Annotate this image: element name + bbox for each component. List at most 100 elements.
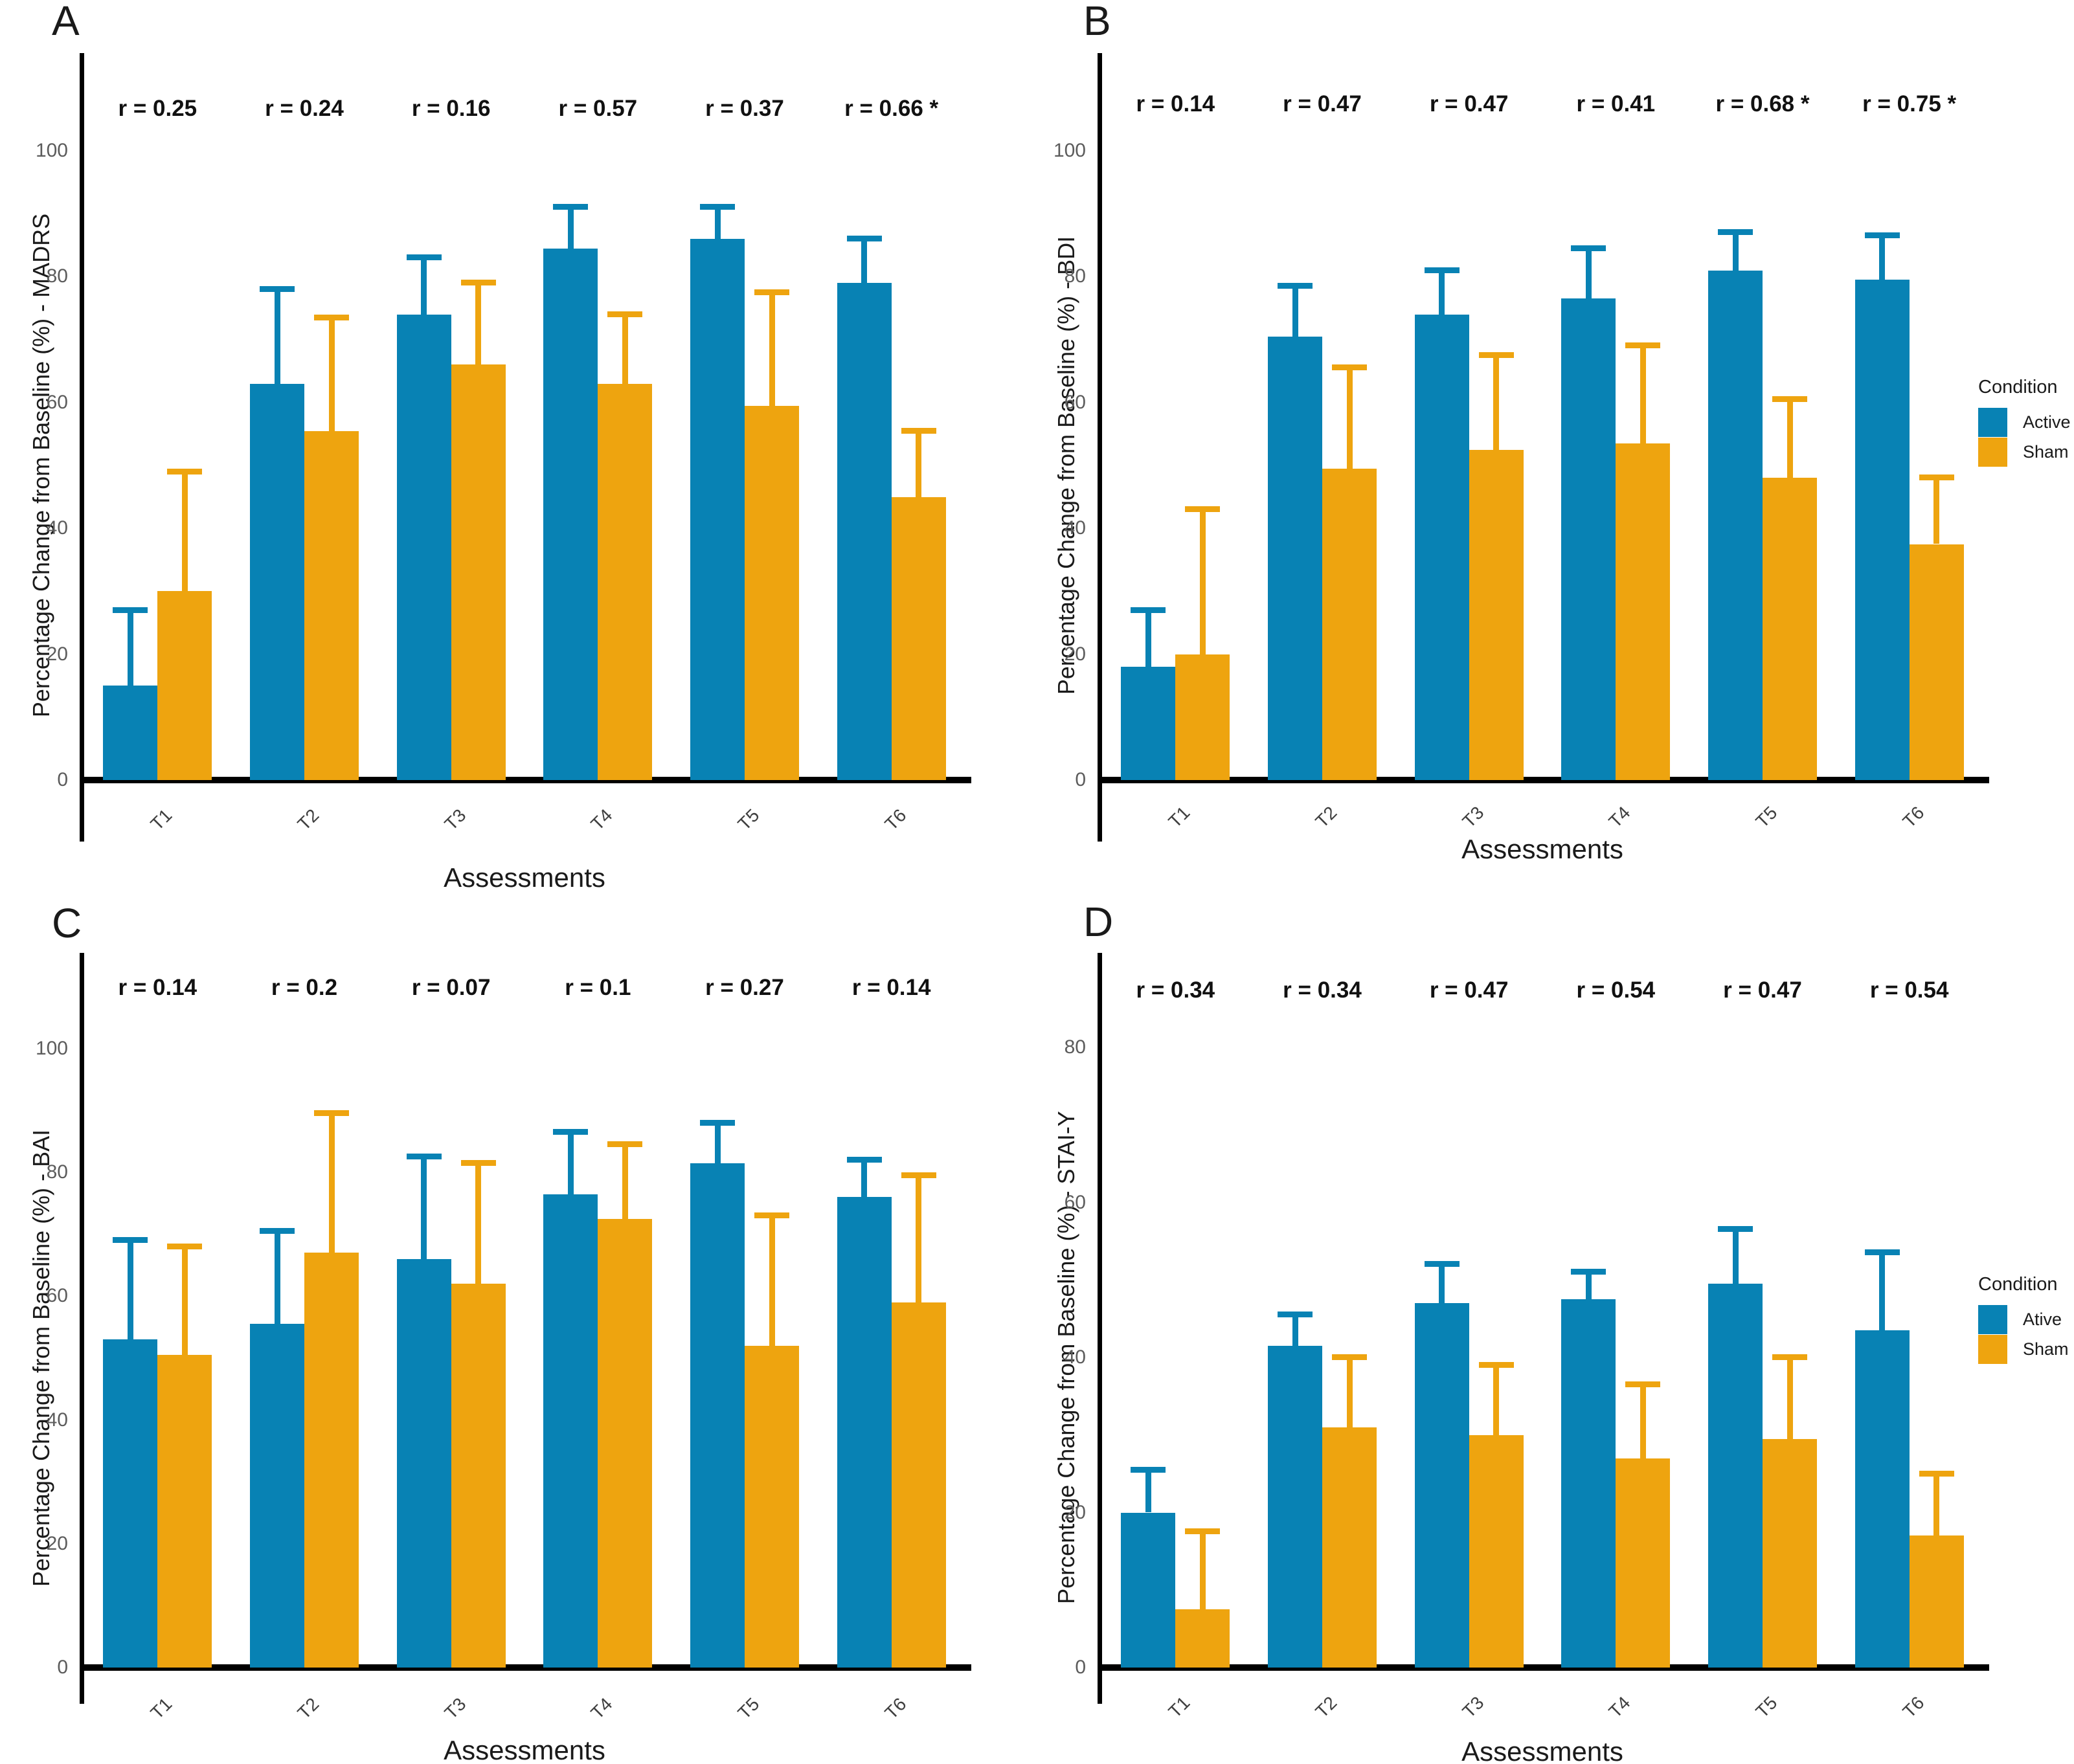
legend-label: Active (2023, 412, 2071, 432)
error-bar-ative-t5 (1732, 1229, 1739, 1284)
error-bar-sham-t6 (916, 1175, 922, 1302)
error-bar-ative-t4 (1585, 1272, 1592, 1300)
error-bar-sham-t1 (1199, 1532, 1206, 1610)
y-tick-label: 80 (46, 265, 68, 287)
error-cap-ative-t1 (1131, 1466, 1166, 1473)
error-cap-sham-t4 (607, 311, 643, 317)
panel-c-x-axis-title: Assessments (444, 1735, 605, 1764)
error-bar-sham-t6 (916, 430, 922, 497)
bar-sham-t1 (157, 591, 212, 780)
bar-active-t1 (1121, 667, 1176, 780)
y-tick-label: 0 (1075, 1657, 1086, 1678)
x-tick-label: T4 (1605, 802, 1634, 832)
error-cap-sham-t3 (1478, 1361, 1514, 1368)
y-axis-line (1098, 53, 1102, 842)
y-tick-label: 40 (46, 517, 68, 539)
bar-sham-t3 (1469, 1435, 1524, 1668)
error-cap-active-t5 (1718, 229, 1753, 236)
legend-items: Ative Sham (1978, 1304, 2074, 1364)
error-cap-ative-t4 (1571, 1269, 1606, 1275)
error-cap-active-t5 (700, 1119, 735, 1126)
error-cap-sham-t6 (1919, 474, 1954, 481)
bar-active-t5 (1708, 270, 1763, 780)
panel-d: D Percentage Change from Baseline (%) - … (1038, 893, 2074, 1764)
error-cap-sham-t4 (1625, 1381, 1661, 1387)
error-cap-active-t4 (553, 204, 589, 210)
error-bar-active-t2 (1292, 285, 1298, 337)
error-cap-active-t1 (1131, 607, 1166, 613)
error-cap-active-t4 (1571, 245, 1606, 251)
bar-active-t6 (837, 1197, 892, 1668)
bar-sham-t5 (1763, 478, 1817, 780)
error-cap-active-t3 (1424, 267, 1460, 273)
legend-item-active: Active (1978, 407, 2074, 437)
panel-c-letter: C (52, 900, 82, 946)
error-bar-active-t4 (1585, 248, 1592, 299)
legend-swatch-sham (1978, 1334, 2007, 1364)
bar-sham-t5 (745, 405, 799, 780)
error-cap-sham-t6 (901, 427, 936, 434)
error-cap-sham-t6 (901, 1172, 936, 1178)
y-tick-label: 80 (46, 1161, 68, 1183)
error-bar-active-t2 (274, 1231, 280, 1324)
error-bar-sham-t5 (769, 292, 775, 406)
y-tick-label: 20 (46, 643, 68, 665)
error-cap-active-t1 (113, 1237, 148, 1244)
panel-a-x-axis-title: Assessments (444, 862, 605, 893)
error-bar-sham-t4 (622, 314, 628, 384)
panel-a-y-axis-title: Percentage Change from Baseline (%) - MA… (28, 213, 54, 718)
x-tick-label: T6 (1899, 802, 1928, 832)
x-tick-label: T5 (1752, 802, 1781, 832)
bar-active-t5 (690, 239, 745, 780)
panel-b-x-axis-title: Assessments (1461, 834, 1623, 864)
bar-active-t6 (1854, 280, 1910, 780)
r-value-label: r = 0.47 (1429, 977, 1509, 1003)
bar-active-t4 (1561, 298, 1616, 780)
error-bar-active-t5 (714, 207, 721, 240)
x-tick-label: T3 (440, 1693, 470, 1723)
x-axis-line (80, 777, 971, 783)
y-tick-label: 100 (35, 140, 68, 161)
bar-active-t3 (1414, 314, 1469, 780)
legend-item-sham: Sham (1978, 1334, 2074, 1364)
error-cap-active-t6 (1864, 232, 1900, 239)
error-bar-active-t6 (861, 1160, 868, 1198)
bar-sham-t2 (304, 430, 359, 780)
r-value-label: r = 0.1 (565, 975, 631, 1000)
x-tick-label: T1 (146, 1693, 176, 1723)
error-cap-sham-t1 (1185, 1528, 1221, 1535)
error-cap-sham-t2 (1332, 1354, 1367, 1360)
r-value-label: r = 0.16 (411, 96, 491, 121)
error-bar-sham-t1 (181, 471, 188, 592)
error-bar-active-t5 (1732, 232, 1739, 271)
error-cap-active-t6 (846, 236, 882, 242)
error-bar-active-t1 (127, 610, 133, 686)
x-tick-label: T2 (1311, 802, 1341, 832)
error-bar-active-t3 (1439, 270, 1445, 315)
error-cap-sham-t3 (1478, 352, 1514, 358)
error-bar-sham-t4 (1640, 346, 1646, 443)
bar-ative-t1 (1121, 1512, 1176, 1668)
x-tick-label: T2 (293, 805, 323, 834)
r-value-label: r = 0.14 (851, 975, 931, 1000)
panel-b: B Percentage Change from Baseline (%) - … (1038, 0, 2074, 888)
error-cap-ative-t5 (1718, 1226, 1753, 1233)
x-tick-label: T5 (1752, 1692, 1781, 1722)
y-axis-line (80, 53, 84, 842)
r-value-label: r = 0.14 (118, 975, 197, 1000)
error-cap-ative-t2 (1278, 1312, 1313, 1318)
bar-sham-t4 (598, 1218, 653, 1668)
x-tick-label: T3 (1458, 1692, 1488, 1722)
bar-sham-t4 (598, 383, 653, 780)
bar-sham-t1 (1175, 1609, 1230, 1668)
error-bar-sham-t6 (1933, 1473, 1940, 1536)
y-tick-label: 60 (1064, 1191, 1086, 1213)
bar-sham-t6 (891, 1302, 946, 1668)
bar-sham-t6 (1909, 1535, 1964, 1668)
y-tick-label: 40 (1064, 1346, 1086, 1368)
error-cap-sham-t4 (607, 1141, 643, 1148)
error-bar-active-t5 (714, 1122, 721, 1163)
x-axis-line (1098, 1664, 1989, 1671)
error-bar-ative-t2 (1292, 1315, 1298, 1346)
